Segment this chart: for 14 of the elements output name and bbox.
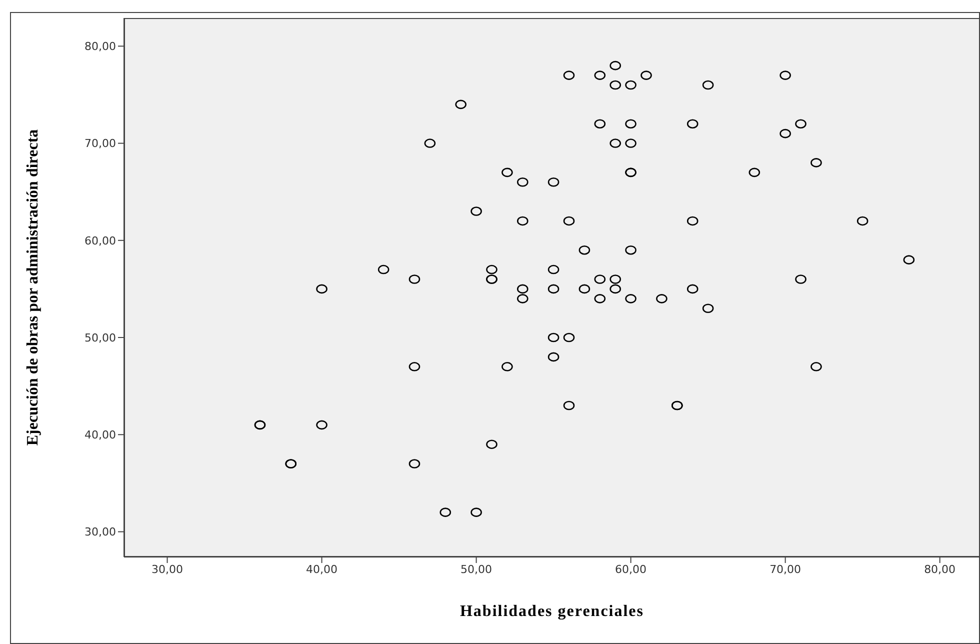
y-tick-label: 80,00 xyxy=(84,40,116,54)
y-tick-label: 40,00 xyxy=(84,428,116,442)
y-tick-label: 50,00 xyxy=(84,331,116,344)
x-tick-label: 70,00 xyxy=(770,562,802,576)
y-tick-label: 30,00 xyxy=(84,526,116,539)
x-tick-label: 30,00 xyxy=(152,562,184,576)
x-tick-label: 60,00 xyxy=(615,562,647,576)
y-tick-label: 60,00 xyxy=(84,234,116,248)
x-tick-label: 40,00 xyxy=(306,562,338,576)
x-axis-title: Habilidades gerenciales xyxy=(460,603,644,620)
y-axis-title: Ejecución de obras por administración directa xyxy=(24,129,42,446)
x-tick-label: 80,00 xyxy=(924,562,956,576)
y-tick-label: 70,00 xyxy=(84,137,116,150)
x-tick-label: 50,00 xyxy=(460,562,492,576)
